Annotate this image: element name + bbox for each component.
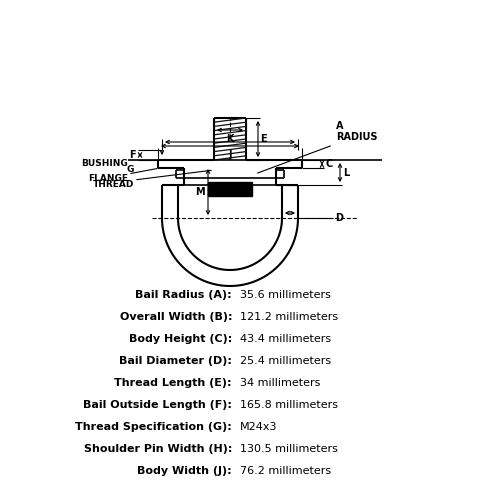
Text: A
RADIUS: A RADIUS: [336, 121, 378, 142]
Text: BUSHING: BUSHING: [81, 159, 128, 168]
Text: 25.4 millimeters: 25.4 millimeters: [240, 356, 331, 366]
Text: 34 millimeters: 34 millimeters: [240, 378, 320, 388]
Text: 43.4 millimeters: 43.4 millimeters: [240, 334, 331, 344]
Text: 76.2 millimeters: 76.2 millimeters: [240, 466, 331, 476]
Text: 130.5 millimeters: 130.5 millimeters: [240, 444, 338, 454]
Text: Thread Specification (G):: Thread Specification (G):: [75, 422, 232, 432]
Text: Bail Outside Length (F):: Bail Outside Length (F):: [83, 400, 232, 410]
Text: Bail Diameter (D):: Bail Diameter (D):: [119, 356, 232, 366]
Text: Overall Width (B):: Overall Width (B):: [120, 312, 232, 322]
Text: K: K: [226, 134, 234, 144]
Text: F: F: [130, 150, 136, 160]
Text: THREAD: THREAD: [92, 180, 134, 189]
Bar: [208, 182, 252, 196]
Text: M: M: [196, 187, 205, 197]
Text: Bail Radius (A):: Bail Radius (A):: [136, 290, 232, 300]
Text: E: E: [260, 134, 266, 144]
Text: Thread Length (E):: Thread Length (E):: [114, 378, 232, 388]
Text: 165.8 millimeters: 165.8 millimeters: [240, 400, 338, 410]
Text: G: G: [126, 165, 134, 174]
Text: L: L: [343, 168, 349, 177]
Text: 35.6 millimeters: 35.6 millimeters: [240, 290, 331, 300]
Text: J: J: [228, 150, 232, 160]
Text: M24x3: M24x3: [240, 422, 278, 432]
Text: Body Width (J):: Body Width (J):: [138, 466, 232, 476]
Text: C: C: [325, 159, 332, 169]
Text: Shoulder Pin Width (H):: Shoulder Pin Width (H):: [84, 444, 232, 454]
Text: FLANGE: FLANGE: [88, 174, 128, 183]
Text: Body Height (C):: Body Height (C):: [129, 334, 232, 344]
Text: D: D: [335, 213, 343, 223]
Text: 121.2 millimeters: 121.2 millimeters: [240, 312, 338, 322]
